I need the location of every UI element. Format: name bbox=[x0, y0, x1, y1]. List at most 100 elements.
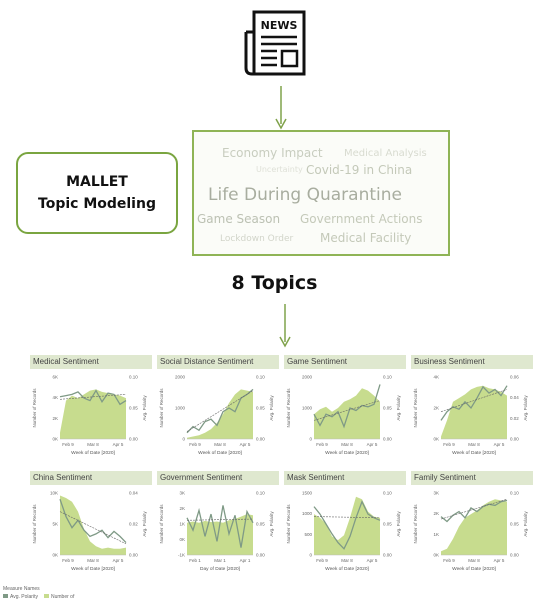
cloud-word: Medical Facility bbox=[320, 231, 412, 245]
x-tick-label: Apr 5 bbox=[113, 558, 124, 563]
trend-line bbox=[186, 390, 254, 432]
x-axis-title: Week of Date [2020] bbox=[71, 566, 115, 572]
panel-chart: Number of Records Avg. Polarity 0K 2K 4K 0.00… bbox=[413, 375, 528, 457]
left-tick-label: 3K bbox=[179, 491, 185, 496]
panel-title: Government Sentiment bbox=[160, 473, 243, 482]
right-axis-title: Avg. Polarity bbox=[269, 511, 274, 537]
right-tick-label: 0.00 bbox=[383, 437, 392, 442]
legend-swatch bbox=[3, 594, 8, 598]
x-tick-label: Mar 8 bbox=[468, 442, 480, 447]
left-tick-label: 0K bbox=[433, 437, 439, 442]
left-tick-label: 2K bbox=[179, 506, 185, 511]
x-axis-title: Week of Date [2020] bbox=[452, 566, 496, 572]
panel-title: Family Sentiment bbox=[414, 473, 476, 482]
panel-chart: Number of Records Avg. Polarity 0K 5K 10K 0.0… bbox=[32, 491, 147, 573]
cloud-word: Medical Analysis bbox=[344, 148, 427, 159]
x-tick-label: Feb 9 bbox=[443, 558, 455, 563]
right-axis-title: Avg. Polarity bbox=[142, 395, 147, 421]
x-tick-label: Apr 5 bbox=[494, 558, 505, 563]
right-tick-label: 0.05 bbox=[383, 522, 392, 527]
left-tick-label: 5K bbox=[52, 522, 58, 527]
legend-title: Measure Names bbox=[3, 586, 40, 592]
polarity-line bbox=[186, 505, 254, 548]
x-axis-title: Day of Date [2020] bbox=[200, 566, 240, 572]
x-tick-label: Mar 8 bbox=[341, 558, 353, 563]
right-tick-label: 0.00 bbox=[256, 437, 265, 442]
polarity-line bbox=[59, 389, 127, 406]
right-tick-label: 0.10 bbox=[383, 491, 392, 496]
left-tick-label: 3K bbox=[433, 491, 439, 496]
legend-item: Avg. Polarity bbox=[3, 594, 38, 600]
records-area bbox=[441, 385, 507, 439]
polarity-line bbox=[59, 498, 127, 544]
right-tick-label: 0.05 bbox=[256, 522, 265, 527]
right-axis-title: Avg. Polarity bbox=[396, 395, 401, 421]
sentiment-panel: Government Sentiment Number of Records Avg… bbox=[157, 471, 279, 581]
x-tick-label: Mar 8 bbox=[87, 558, 99, 563]
cloud-word: Covid-19 in China bbox=[306, 163, 413, 177]
sentiment-dashboard: Medical Sentiment Number of Records Avg. P… bbox=[30, 355, 536, 605]
x-tick-label: Apr 5 bbox=[367, 442, 378, 447]
trend-line bbox=[186, 518, 254, 521]
records-area bbox=[314, 496, 380, 555]
legend-swatch bbox=[43, 594, 49, 598]
panel-title-bar: Social Distance Sentiment bbox=[157, 355, 279, 369]
right-tick-label: 0.10 bbox=[383, 375, 392, 380]
x-axis-title: Week of Date [2020] bbox=[325, 566, 369, 572]
left-tick-label: 1500 bbox=[302, 491, 313, 496]
x-tick-label: Feb 9 bbox=[316, 558, 328, 563]
sentiment-panel: Mask Sentiment Number of Records Avg. Pola… bbox=[284, 471, 406, 581]
panel-title: Business Sentiment bbox=[414, 357, 485, 366]
right-tick-label: 0.10 bbox=[510, 491, 519, 496]
trend-line bbox=[440, 389, 508, 413]
left-axis-title: Number of Records bbox=[286, 504, 291, 544]
left-tick-label: 4K bbox=[52, 395, 58, 400]
topics-count-title: 8 Topics bbox=[231, 272, 318, 294]
panel-title-bar: Business Sentiment bbox=[411, 355, 533, 369]
trend-line bbox=[313, 400, 381, 421]
x-tick-label: Mar 8 bbox=[214, 442, 226, 447]
sentiment-panel: Business Sentiment Number of Records Avg. … bbox=[411, 355, 533, 465]
right-tick-label: 0.00 bbox=[510, 437, 519, 442]
panel-title-bar: Government Sentiment bbox=[157, 471, 279, 485]
polarity-line bbox=[440, 499, 508, 523]
panel-chart: Number of Records Avg. Polarity 0K 2K 4K 6K 0.… bbox=[32, 375, 147, 457]
x-tick-label: Feb 9 bbox=[189, 442, 201, 447]
x-tick-label: Feb 1 bbox=[189, 558, 201, 563]
left-tick-label: 0K bbox=[52, 437, 58, 442]
right-tick-label: 0.00 bbox=[383, 553, 392, 558]
records-area bbox=[314, 388, 380, 439]
x-tick-label: Mar 8 bbox=[341, 442, 353, 447]
panel-chart: Number of Records Avg. Polarity 0 1000 2000 0… bbox=[286, 375, 401, 457]
left-tick-label: 0 bbox=[182, 437, 185, 442]
x-tick-label: Apr 5 bbox=[494, 442, 505, 447]
sentiment-panel: Medical Sentiment Number of Records Avg. P… bbox=[30, 355, 152, 465]
polarity-line bbox=[313, 500, 381, 550]
left-tick-label: 4K bbox=[433, 375, 439, 380]
cloud-word: Game Season bbox=[197, 212, 281, 226]
left-tick-label: -1K bbox=[178, 553, 185, 558]
right-tick-label: 0.10 bbox=[129, 375, 138, 380]
cloud-word: Lockdown Order bbox=[220, 234, 294, 244]
left-tick-label: 1000 bbox=[302, 511, 313, 516]
left-tick-label: 0K bbox=[433, 553, 439, 558]
polarity-line bbox=[313, 384, 381, 429]
left-axis-title: Number of Records bbox=[32, 504, 37, 544]
left-tick-label: 0 bbox=[309, 437, 312, 442]
left-axis-title: Number of Records bbox=[159, 504, 164, 544]
x-axis-title: Week of Date [2020] bbox=[452, 450, 496, 456]
left-axis-title: Number of Records bbox=[32, 388, 37, 428]
legend-item: Number of bbox=[43, 594, 75, 600]
legend-label: Number of bbox=[50, 594, 75, 600]
right-tick-label: 0.05 bbox=[383, 406, 392, 411]
left-tick-label: 1000 bbox=[302, 406, 313, 411]
left-axis-title: Number of Records bbox=[286, 388, 291, 428]
cloud-word: Uncertainty bbox=[256, 165, 303, 174]
panel-chart: Number of Records Avg. Polarity 0K 1K 2K 3K 0.… bbox=[413, 491, 528, 573]
legend-label: Avg. Polarity bbox=[10, 594, 38, 600]
right-tick-label: 0.04 bbox=[510, 395, 519, 400]
panel-chart: Number of Records Avg. Polarity -1K 0K 1K 2K 3… bbox=[159, 491, 274, 573]
panel-title-bar: China Sentiment bbox=[30, 471, 152, 485]
left-tick-label: 0K bbox=[52, 553, 58, 558]
x-tick-label: Feb 9 bbox=[443, 442, 455, 447]
